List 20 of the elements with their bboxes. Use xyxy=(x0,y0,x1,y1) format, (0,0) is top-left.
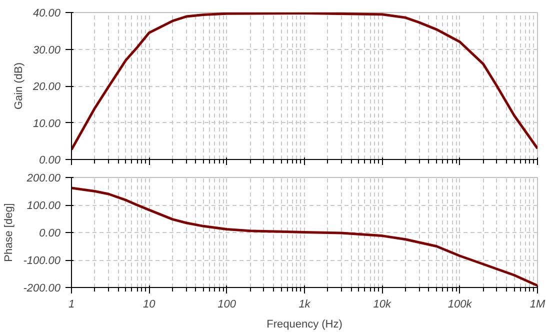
y-tick-label: -200.00 xyxy=(23,282,62,294)
y-tick-label: 200.00 xyxy=(26,172,62,184)
y-tick-label: 20.00 xyxy=(32,81,62,93)
x-tick-label: 100 xyxy=(218,298,237,310)
y-tick-label: 30.00 xyxy=(32,44,62,56)
x-tick-label: 1M xyxy=(530,298,546,310)
x-tick-label: 100k xyxy=(448,298,472,310)
y-tick-label: 100.00 xyxy=(26,200,62,212)
x-tick-label: 1k xyxy=(298,298,311,310)
y-axis-title: Phase [deg] xyxy=(3,203,16,262)
y-axis-title: Gain (dB) xyxy=(12,62,25,110)
x-tick-label: 1 xyxy=(68,298,75,310)
y-tick-label: 0.00 xyxy=(39,228,62,240)
x-tick-label: 10 xyxy=(143,298,156,310)
y-tick-label: -100.00 xyxy=(23,255,62,267)
y-tick-label: 40.00 xyxy=(32,8,62,20)
y-tick-label: 0.00 xyxy=(39,154,62,166)
y-tick-label: 10.00 xyxy=(32,118,62,130)
x-tick-label: 10k xyxy=(373,298,392,310)
x-axis-title: Frequency (Hz) xyxy=(266,318,342,330)
